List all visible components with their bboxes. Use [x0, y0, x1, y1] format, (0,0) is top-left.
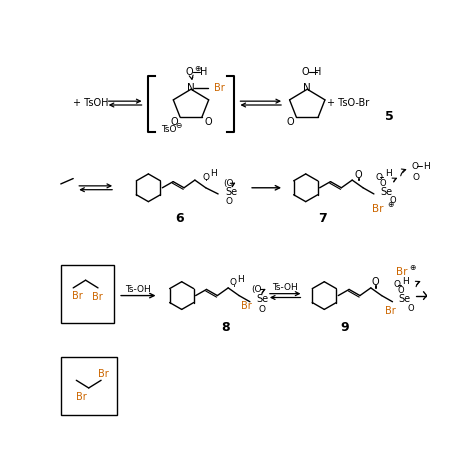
Text: O: O — [355, 171, 362, 181]
Text: ⊕: ⊕ — [387, 200, 393, 209]
Text: (O: (O — [223, 179, 233, 188]
Text: + TsO-Br: + TsO-Br — [327, 98, 369, 108]
Text: ⊖: ⊖ — [175, 121, 182, 130]
Text: O: O — [302, 67, 310, 77]
Text: N: N — [187, 82, 195, 93]
Text: TsO: TsO — [162, 125, 177, 134]
Text: O: O — [204, 117, 212, 127]
Text: Br: Br — [92, 292, 102, 302]
Text: O: O — [413, 173, 419, 182]
Text: Se: Se — [380, 187, 392, 197]
Text: Br: Br — [72, 291, 82, 301]
Bar — [61, 265, 113, 322]
Text: 5: 5 — [385, 110, 393, 123]
Text: 6: 6 — [175, 212, 184, 225]
Text: O: O — [375, 173, 383, 182]
Text: O: O — [259, 305, 266, 314]
Text: H: H — [210, 169, 217, 178]
Text: O: O — [286, 117, 294, 127]
Text: N: N — [303, 82, 311, 93]
Text: O: O — [202, 173, 209, 182]
Text: O: O — [186, 67, 193, 77]
Text: Se: Se — [399, 294, 411, 304]
Text: Br: Br — [241, 301, 251, 311]
Text: O: O — [229, 278, 237, 287]
Text: O: O — [170, 117, 178, 127]
Text: O: O — [398, 286, 404, 295]
Text: O: O — [412, 162, 419, 171]
Text: Ts-OH: Ts-OH — [125, 285, 150, 294]
Text: H: H — [200, 67, 207, 77]
Text: O: O — [390, 196, 396, 205]
Text: H: H — [423, 162, 430, 171]
Text: Br: Br — [385, 306, 395, 316]
Text: O: O — [393, 280, 400, 289]
Text: 7: 7 — [319, 212, 327, 225]
Text: Br: Br — [373, 204, 384, 214]
Text: Br: Br — [214, 82, 225, 93]
Text: O: O — [379, 179, 386, 188]
Text: H: H — [402, 277, 410, 286]
Text: ⊕: ⊕ — [194, 64, 201, 73]
Text: H: H — [385, 169, 392, 178]
Text: Se: Se — [226, 187, 238, 197]
Text: Se: Se — [256, 294, 268, 304]
Text: Ts-OH: Ts-OH — [272, 283, 298, 292]
Text: Br: Br — [98, 369, 109, 379]
Text: O: O — [226, 197, 232, 206]
Text: 8: 8 — [221, 321, 230, 335]
Text: H: H — [237, 275, 244, 284]
Text: ⊕: ⊕ — [410, 264, 416, 273]
Text: O: O — [407, 304, 414, 313]
Text: H: H — [314, 67, 322, 77]
Text: 9: 9 — [340, 321, 349, 335]
Text: + TsOH: + TsOH — [73, 98, 109, 108]
Text: Br: Br — [396, 267, 407, 277]
Text: Br: Br — [76, 392, 87, 402]
Text: (O: (O — [251, 285, 262, 294]
Text: O: O — [372, 277, 379, 287]
Bar — [61, 357, 117, 415]
